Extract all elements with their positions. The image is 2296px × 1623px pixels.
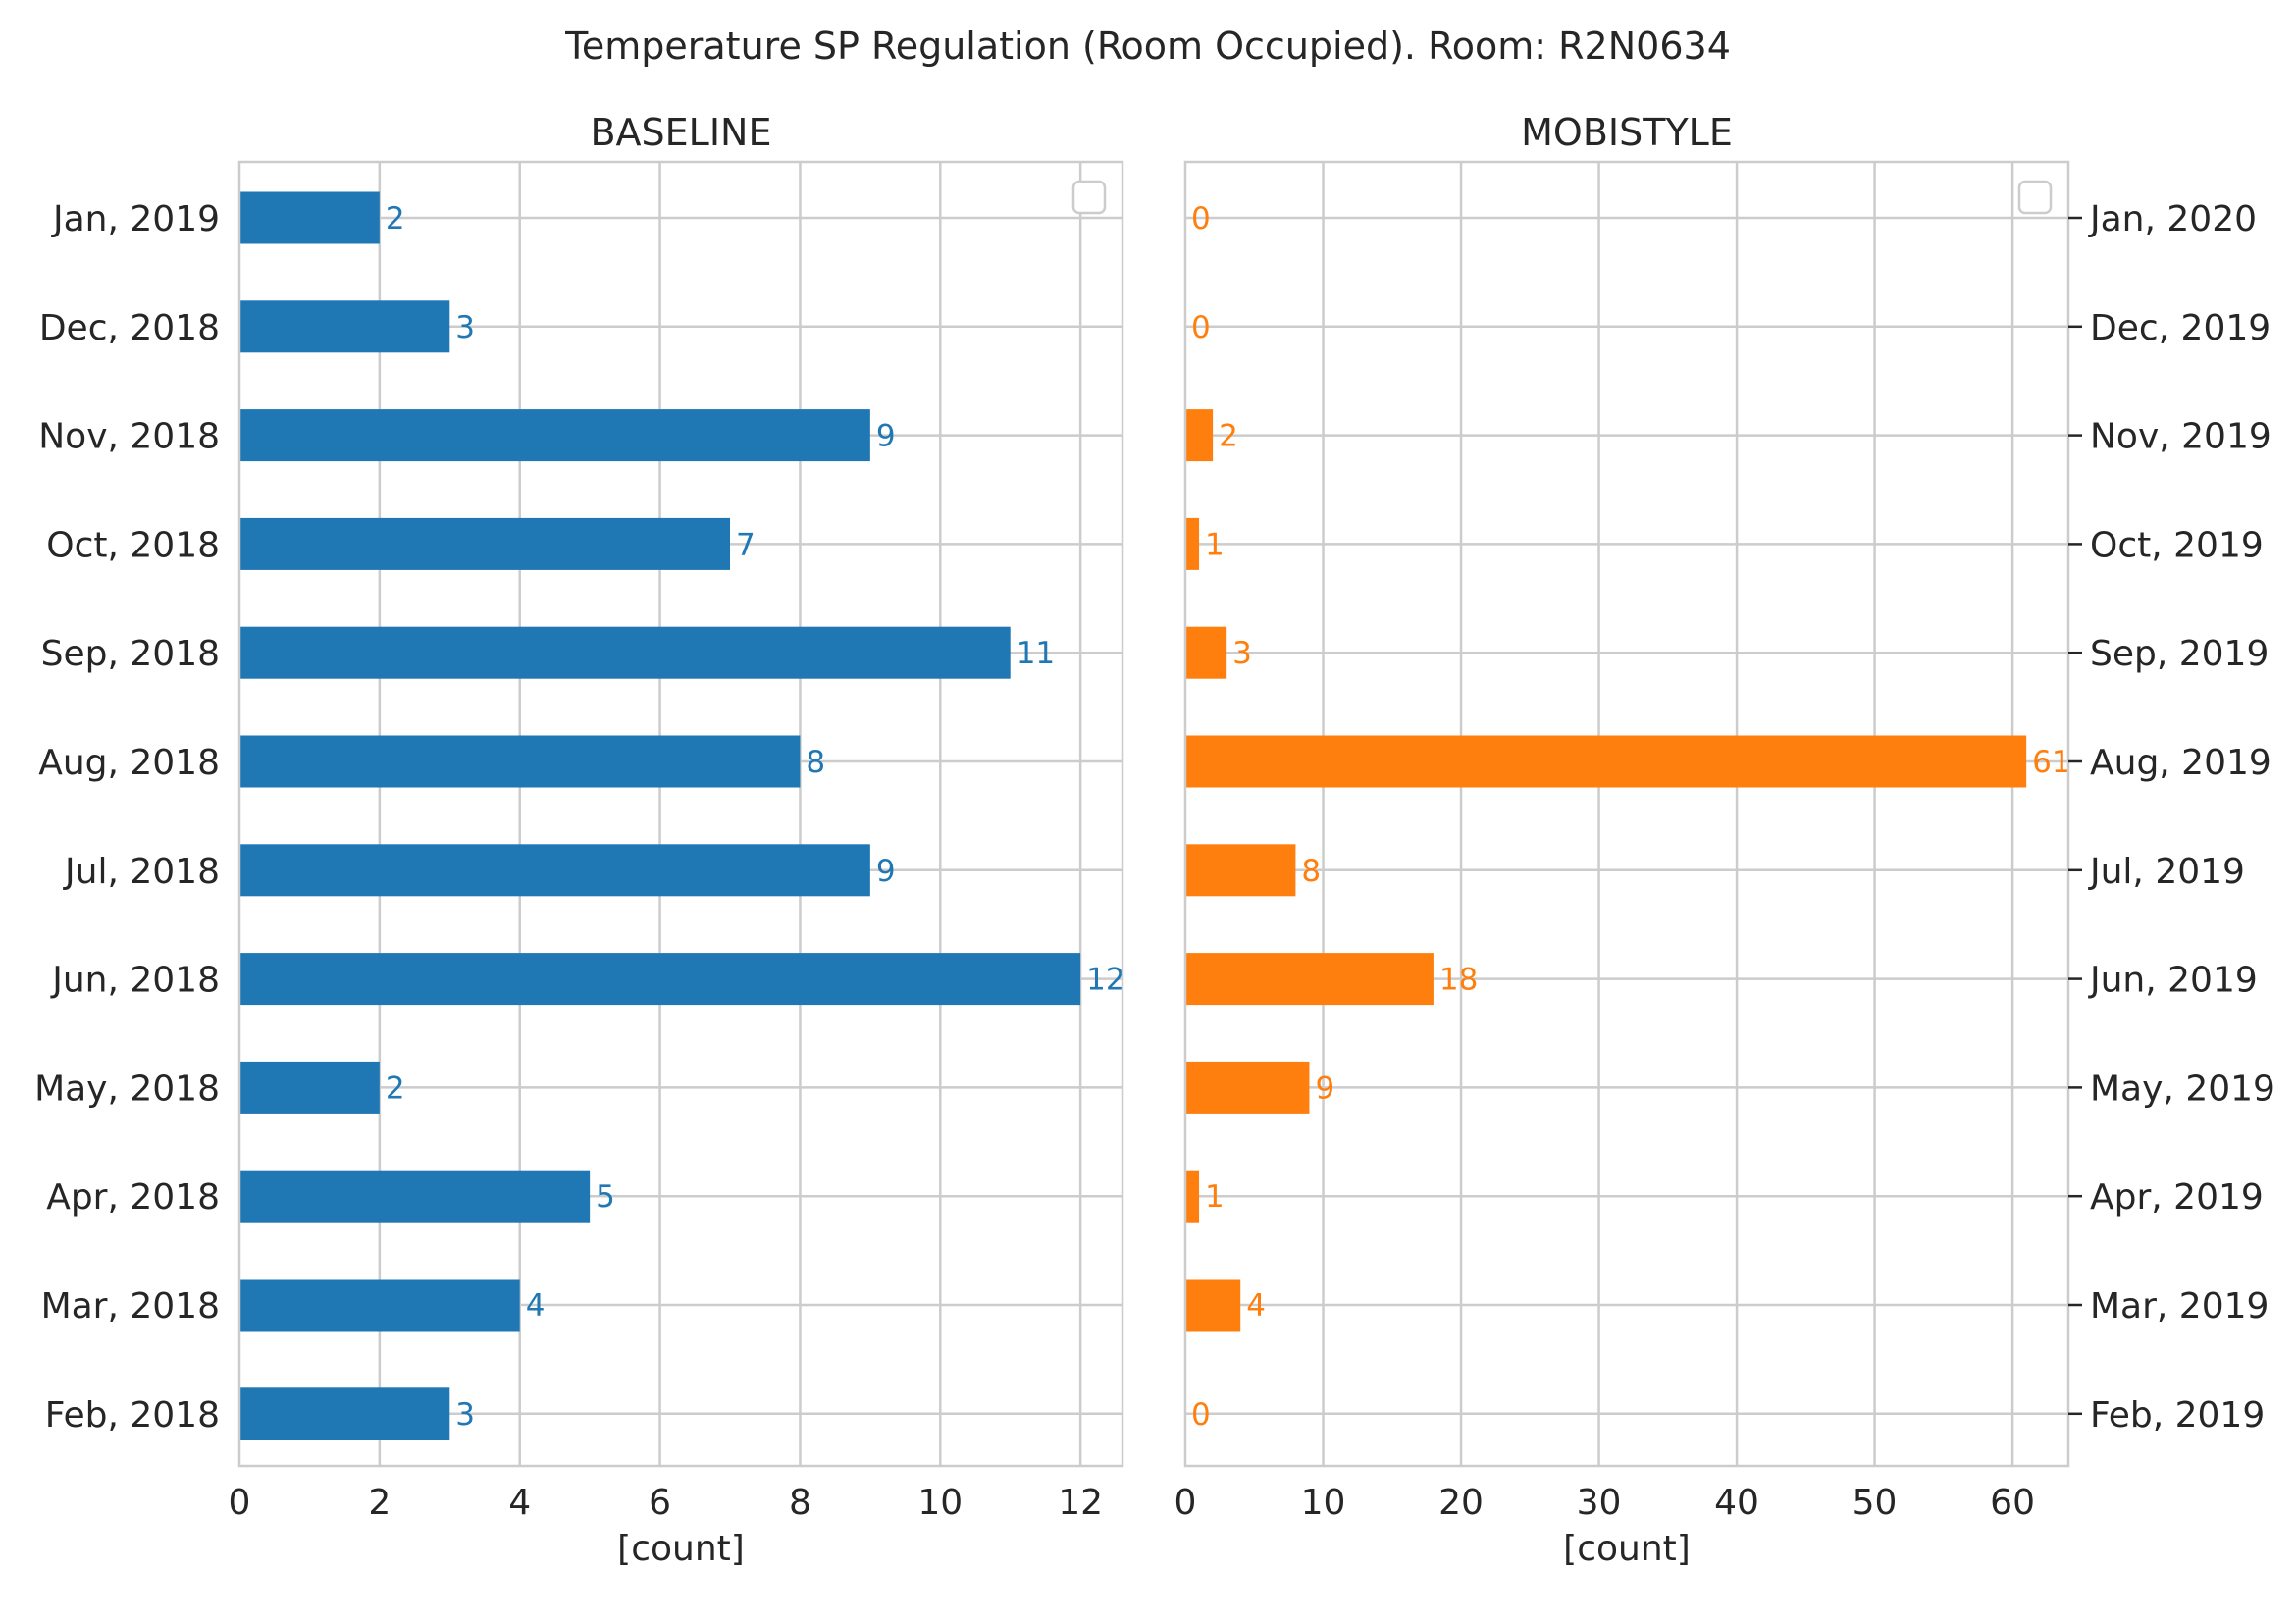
mobistyle-bar-value-label: 0 [1191, 1397, 1211, 1433]
baseline-bar-value-label: 5 [596, 1179, 615, 1215]
baseline-bar [239, 517, 730, 570]
mobistyle-bar [1185, 953, 1434, 1006]
baseline-bar-value-label: 9 [876, 854, 896, 889]
mobistyle-x-tick-label: 60 [1990, 1483, 2035, 1523]
mobistyle-x-tick-label: 20 [1438, 1483, 1484, 1523]
baseline-bar-value-label: 3 [455, 1397, 475, 1433]
mobistyle-y-tick-label: Jun, 2019 [2088, 961, 2258, 1001]
baseline-bar [239, 300, 450, 353]
mobistyle-bar-value-label: 0 [1191, 310, 1211, 345]
mobistyle-bar-value-label: 2 [1219, 419, 1238, 454]
mobistyle-y-tick-label: Mar, 2019 [2090, 1286, 2269, 1327]
mobistyle-bar [1185, 1061, 1310, 1114]
mobistyle-y-tick-label: Sep, 2019 [2090, 634, 2269, 674]
figure-title: Temperature SP Regulation (Room Occupied… [564, 25, 1731, 68]
baseline-bar [239, 191, 380, 244]
baseline-x-tick-label: 12 [1058, 1483, 1103, 1523]
mobistyle-x-tick-label: 10 [1301, 1483, 1346, 1523]
mobistyle-y-tick-label: Feb, 2019 [2090, 1395, 2265, 1436]
baseline-bar [239, 1061, 380, 1114]
mobistyle-axes-frame [1183, 160, 2070, 1468]
mobistyle-bar [1185, 626, 1227, 679]
baseline-legend [1071, 180, 1107, 215]
baseline-bar-value-label: 4 [526, 1288, 546, 1324]
mobistyle-bar-value-label: 61 [2032, 745, 2070, 780]
mobistyle-panel-title: MOBISTYLE [1521, 111, 1733, 154]
mobistyle-bar-value-label: 8 [1301, 854, 1321, 889]
baseline-bar [239, 626, 1011, 679]
baseline-y-tick-label: Jul, 2018 [63, 852, 220, 892]
mobistyle-x-tick-label: 30 [1577, 1483, 1622, 1523]
baseline-y-tick-label: Aug, 2018 [38, 743, 220, 783]
baseline-y-tick-label: May, 2018 [34, 1069, 220, 1109]
baseline-bar-value-label: 11 [1017, 636, 1055, 671]
baseline-y-tick-label: Feb, 2018 [45, 1395, 220, 1436]
mobistyle-bar-value-label: 3 [1232, 636, 1252, 671]
baseline-bar-value-label: 2 [386, 201, 405, 236]
mobistyle-y-tick-label: Jan, 2020 [2088, 199, 2257, 239]
mobistyle-x-tick-label: 50 [1852, 1483, 1898, 1523]
mobistyle-bar [1185, 1170, 1200, 1223]
baseline-bar-value-label: 7 [736, 527, 756, 562]
baseline-x-tick-label: 6 [649, 1483, 671, 1523]
baseline-bar-value-label: 2 [386, 1071, 405, 1106]
baseline-bar [239, 735, 801, 788]
mobistyle-y-tick-label: Aug, 2019 [2090, 743, 2271, 783]
baseline-x-axis-label: [count] [617, 1529, 745, 1569]
baseline-y-tick-label: Sep, 2018 [41, 634, 220, 674]
mobistyle-y-tick-label: May, 2019 [2090, 1069, 2275, 1109]
baseline-y-tick-label: Oct, 2018 [46, 525, 220, 565]
baseline-bar [239, 409, 870, 462]
baseline-panel: 2 3 9 7 11 8 9 12 2 5 4 3 BASELINE 0 2 4 6 8 10 12 [count] Ja… [34, 111, 1125, 1569]
baseline-y-tick-label: Mar, 2018 [41, 1286, 220, 1327]
mobistyle-x-axis-label: [count] [1563, 1529, 1691, 1569]
mobistyle-x-tick-label: 40 [1714, 1483, 1759, 1523]
baseline-y-tick-label: Nov, 2018 [38, 417, 220, 457]
mobistyle-bar [1185, 409, 1214, 462]
mobistyle-bar-value-label: 4 [1246, 1288, 1266, 1324]
baseline-bar-value-label: 9 [876, 419, 896, 454]
baseline-x-tick-label: 2 [368, 1483, 391, 1523]
baseline-bar [239, 953, 1081, 1006]
mobistyle-bar [1185, 735, 2027, 788]
mobistyle-bar-value-label: 0 [1191, 201, 1211, 236]
mobistyle-y-tick-label: Jul, 2019 [2088, 852, 2245, 892]
baseline-x-tick-label: 10 [917, 1483, 963, 1523]
mobistyle-bar [1185, 1279, 1241, 1332]
baseline-bar-value-label: 8 [806, 745, 825, 780]
baseline-y-tick-label: Jan, 2019 [51, 199, 220, 239]
mobistyle-bar-value-label: 1 [1205, 1179, 1225, 1215]
baseline-x-tick-label: 8 [789, 1483, 811, 1523]
baseline-panel-title: BASELINE [590, 111, 771, 154]
baseline-x-tick-label: 4 [508, 1483, 531, 1523]
mobistyle-y-tick-label: Oct, 2019 [2090, 525, 2264, 565]
baseline-y-tick-label: Apr, 2018 [46, 1178, 220, 1218]
baseline-bar [239, 1387, 450, 1440]
mobistyle-bar [1185, 517, 1200, 570]
baseline-bar-value-label: 3 [455, 310, 475, 345]
baseline-x-tick-label: 0 [229, 1483, 251, 1523]
baseline-y-tick-label: Dec, 2018 [39, 308, 220, 348]
baseline-axes-frame [237, 160, 1124, 1468]
baseline-y-tick-label: Jun, 2018 [50, 961, 220, 1001]
baseline-bar-value-label: 12 [1086, 963, 1124, 998]
mobistyle-x-tick-label: 0 [1174, 1483, 1197, 1523]
mobistyle-y-tick-label: Apr, 2019 [2090, 1178, 2264, 1218]
mobistyle-y-tick-label: Dec, 2019 [2090, 308, 2270, 348]
mobistyle-bar-value-label: 1 [1205, 527, 1225, 562]
mobistyle-bar [1185, 844, 1296, 897]
mobistyle-y-tick-label: Nov, 2019 [2090, 417, 2271, 457]
mobistyle-legend [2017, 180, 2053, 215]
mobistyle-bar-value-label: 9 [1315, 1071, 1334, 1106]
baseline-bar [239, 1279, 520, 1332]
baseline-bar [239, 844, 870, 897]
mobistyle-bar-value-label: 18 [1439, 963, 1478, 998]
baseline-bar [239, 1170, 591, 1223]
